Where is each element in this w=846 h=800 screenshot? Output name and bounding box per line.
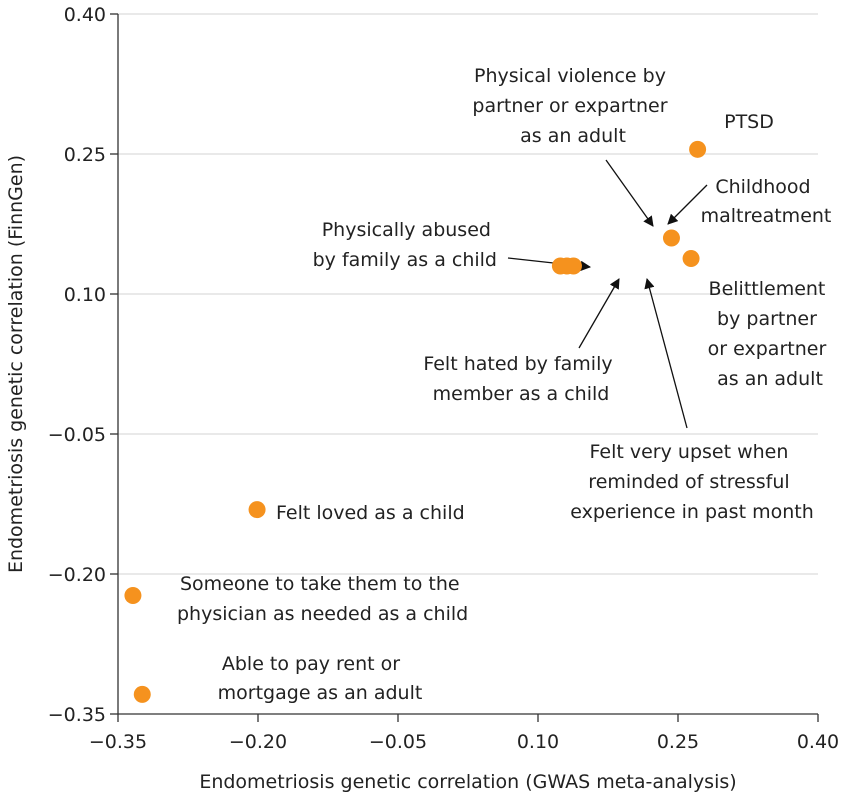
x-tick-label: −0.05 <box>369 731 427 753</box>
y-tick-label: 0.40 <box>64 4 106 26</box>
y-tick-label: 0.25 <box>64 144 106 166</box>
annotation-line: by family as a child <box>313 249 497 271</box>
arrow-physical-violence <box>605 159 654 227</box>
data-point <box>133 685 151 703</box>
annotation-line: mortgage as an adult <box>218 682 423 704</box>
annotation-line: as an adult <box>717 368 823 390</box>
annotation-physically-abused: Physically abused by family as a child <box>313 219 497 271</box>
annotation-someone-physician: Someone to take them to the physician as… <box>177 573 468 625</box>
data-point <box>682 250 700 268</box>
x-tick-label: 0.25 <box>657 731 699 753</box>
y-tick-label: 0.10 <box>64 284 106 306</box>
arrow-childhood-maltreatment <box>667 184 708 225</box>
annotation-line: physician as needed as a child <box>177 603 468 625</box>
annotation-line: or expartner <box>708 338 827 360</box>
annotation-line: partner or expartner <box>472 95 667 117</box>
annotation-pay-rent: Able to pay rent or mortgage as an adult <box>218 653 423 704</box>
x-tick-label: 0.40 <box>797 731 839 753</box>
annotation-arrows <box>507 159 708 429</box>
data-point <box>689 140 707 158</box>
axes <box>110 13 819 722</box>
x-tick-label: −0.35 <box>89 731 147 753</box>
tick-labels: −0.35 −0.20 −0.05 0.10 0.25 0.40 −0.35 −0.20 −0.… <box>48 4 839 753</box>
annotation-felt-loved: Felt loved as a child <box>276 502 465 524</box>
annotation-line: Felt very upset when <box>590 441 789 463</box>
data-point <box>662 229 680 247</box>
annotation-line: Someone to take them to the <box>180 573 460 595</box>
annotation-line: Able to pay rent or <box>222 653 400 675</box>
annotation-felt-hated: Felt hated by family member as a child <box>423 353 618 405</box>
data-point <box>124 586 142 604</box>
data-point <box>248 501 266 519</box>
annotation-line: Physically abused <box>322 219 491 241</box>
annotation-line: maltreatment <box>701 205 832 227</box>
annotation-line: member as a child <box>433 383 610 405</box>
y-tick-label: −0.20 <box>48 564 106 586</box>
data-point <box>564 257 582 275</box>
point-annotations: PTSD Childhood maltreatment Physical vio… <box>177 65 833 704</box>
x-tick-label: 0.10 <box>517 731 559 753</box>
arrow-felt-upset <box>644 277 688 429</box>
y-tick-label: −0.05 <box>48 424 106 446</box>
arrow-felt-hated <box>578 278 620 349</box>
annotation-line: Childhood <box>715 176 810 198</box>
annotation-line: as an adult <box>520 125 626 147</box>
annotation-line: reminded of stressful <box>588 471 789 493</box>
data-points <box>124 140 707 703</box>
annotation-physical-violence: Physical violence by partner or expartne… <box>472 65 673 147</box>
annotation-ptsd: PTSD <box>724 111 774 133</box>
x-axis-title: Endometriosis genetic correlation (GWAS … <box>199 771 736 793</box>
annotation-line: by partner <box>717 308 817 330</box>
y-axis-title: Endometriosis genetic correlation (FinnG… <box>5 155 27 573</box>
x-tick-label: −0.20 <box>229 731 287 753</box>
annotation-line: Felt hated by family <box>423 353 612 375</box>
annotation-line: Physical violence by <box>474 65 666 87</box>
annotation-childhood-maltreatment: Childhood maltreatment <box>701 176 832 227</box>
annotation-felt-upset: Felt very upset when reminded of stressf… <box>570 441 813 523</box>
annotation-line: experience in past month <box>570 501 813 523</box>
annotation-line: PTSD <box>724 111 774 133</box>
annotation-belittlement: Belittlement by partner or expartner as … <box>708 278 833 390</box>
annotation-line: Belittlement <box>709 278 826 300</box>
y-tick-label: −0.35 <box>48 704 106 726</box>
annotation-line: Felt loved as a child <box>276 502 465 524</box>
